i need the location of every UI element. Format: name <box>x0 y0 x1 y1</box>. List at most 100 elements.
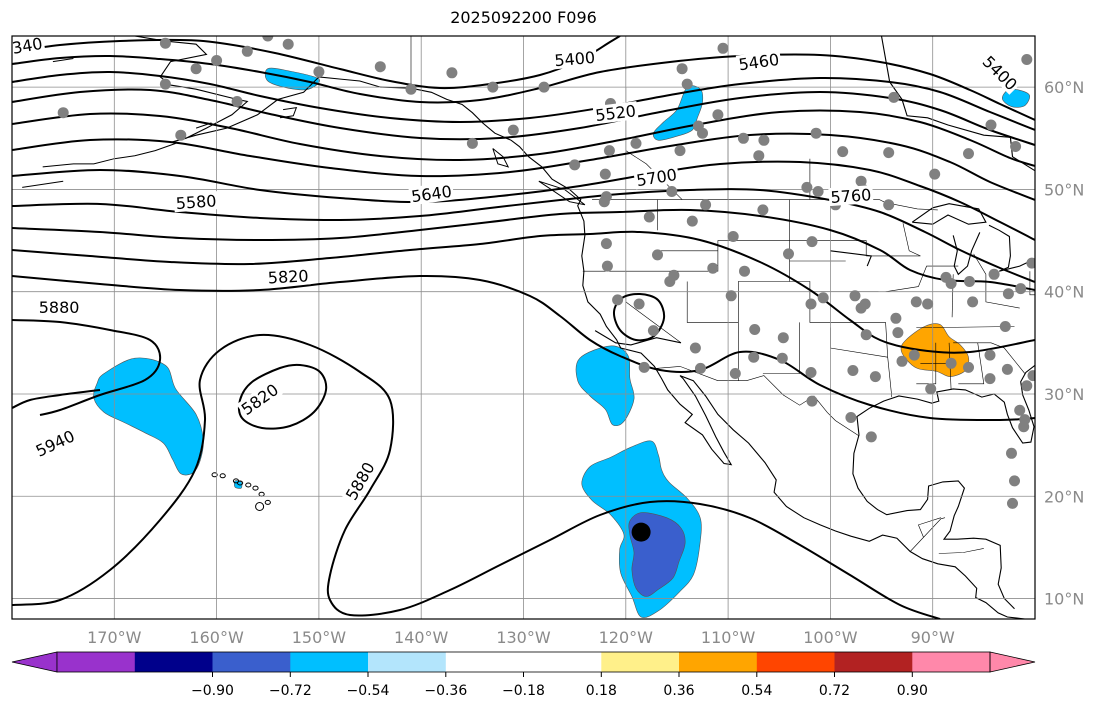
station-dot <box>638 361 650 373</box>
height-contour-10 <box>12 274 1035 422</box>
graticule <box>12 36 1035 619</box>
station-dot <box>945 357 957 369</box>
station-dot <box>643 211 655 223</box>
station-dot <box>777 332 789 344</box>
height-contours <box>12 36 1035 619</box>
map-title: 2025092200 F096 <box>450 8 597 27</box>
island-4 <box>538 180 586 206</box>
contour-label-gap <box>31 425 79 461</box>
contour-label-gap <box>828 185 874 207</box>
station-dot <box>1021 54 1033 65</box>
border-35 <box>909 517 946 552</box>
station-dot <box>466 137 478 149</box>
station-dot <box>231 96 243 107</box>
colorbar-bin <box>368 652 447 672</box>
station-dot <box>313 66 325 78</box>
station-dot <box>1014 404 1026 416</box>
border-25 <box>990 342 1026 374</box>
border-14 <box>762 322 801 374</box>
colorbar-tick-label: 0.36 <box>663 683 694 699</box>
coastline-4 <box>952 232 981 276</box>
contour-label-gap <box>12 36 46 59</box>
longitude-labels: 170°W 160°W 150°W 140°W 130°W 120°W 110°W 100°W… <box>87 628 955 647</box>
height-contour-12 <box>12 389 101 409</box>
hawaii-island <box>264 499 271 505</box>
station-dot <box>739 265 750 277</box>
station-dot <box>1021 380 1033 392</box>
station-dot <box>984 349 996 361</box>
station-dot <box>647 325 659 337</box>
station-dot <box>859 298 871 310</box>
station-dot <box>896 355 908 367</box>
border-9 <box>737 281 886 323</box>
colorbar-bin <box>756 652 836 672</box>
station-dot <box>985 119 997 131</box>
station-dot <box>57 107 69 119</box>
contour-label-group: 5400 <box>551 47 598 70</box>
station-dot <box>282 38 294 50</box>
station-dot <box>1009 475 1020 487</box>
station-dot <box>801 181 813 193</box>
station-dot <box>507 124 519 136</box>
border-19 <box>916 326 1015 328</box>
station-dot <box>849 290 861 302</box>
station-dot <box>890 312 902 324</box>
station-dot <box>929 168 941 180</box>
station-dot <box>1001 363 1013 375</box>
border-36 <box>917 517 941 538</box>
contour-label-gap <box>633 164 680 190</box>
station-dot <box>963 148 974 160</box>
hawaii-island <box>219 473 226 479</box>
colorbar-bin <box>445 652 525 672</box>
station-dot <box>860 329 872 341</box>
station-dot <box>686 215 698 227</box>
colorbar-tick-label: −0.72 <box>269 683 312 699</box>
contour-label-gap <box>735 49 782 74</box>
height-contour-9 <box>12 230 1035 354</box>
station-dot <box>812 186 824 197</box>
storm-center-marker <box>631 522 651 542</box>
shaded-region-central-pacific <box>93 357 204 476</box>
station-dot <box>599 168 611 180</box>
station-dot <box>405 83 417 95</box>
border-4 <box>582 199 790 272</box>
station-dot <box>1015 283 1027 295</box>
longitude-label: 110°W <box>701 628 756 647</box>
station-dot <box>689 342 701 354</box>
border-28 <box>902 223 921 257</box>
station-dot <box>668 269 680 281</box>
island-6 <box>52 58 74 63</box>
station-dot <box>865 431 877 443</box>
border-2 <box>879 199 938 211</box>
station-dot <box>855 175 867 187</box>
station-dot <box>908 349 920 361</box>
station-dot <box>1002 288 1014 300</box>
contour-label-group: 5340 <box>12 36 46 60</box>
colorbar-tick-label: 0.54 <box>741 683 772 699</box>
station-dot <box>487 81 499 93</box>
contour-label-group: 5520 <box>592 101 639 125</box>
colorbar-min-arrow <box>11 651 58 673</box>
station-dot <box>612 294 624 306</box>
height-contour-1 <box>12 53 1035 121</box>
border-21 <box>985 274 1020 309</box>
station-dot <box>963 361 974 373</box>
station-dot <box>776 352 788 364</box>
colorbar-tick-label: 0.90 <box>897 683 928 699</box>
station-dot <box>845 412 857 423</box>
station-dot <box>984 373 996 385</box>
longitude-label: 90°W <box>911 628 955 647</box>
station-dot <box>159 37 171 49</box>
hawaii-island <box>255 502 265 511</box>
station-dot <box>700 199 712 211</box>
contour-label: 5760 <box>830 185 872 207</box>
longitude-label: 160°W <box>189 628 244 647</box>
station-dot <box>892 327 904 339</box>
shaded-region-baja-west <box>575 345 635 427</box>
station-dot <box>600 238 612 250</box>
station-dot <box>925 383 937 395</box>
height-contour-2 <box>12 70 1035 131</box>
longitude-label: 130°W <box>496 628 551 647</box>
colorbar-tick-label: −0.54 <box>347 683 390 699</box>
contour-label-gap <box>265 266 311 287</box>
